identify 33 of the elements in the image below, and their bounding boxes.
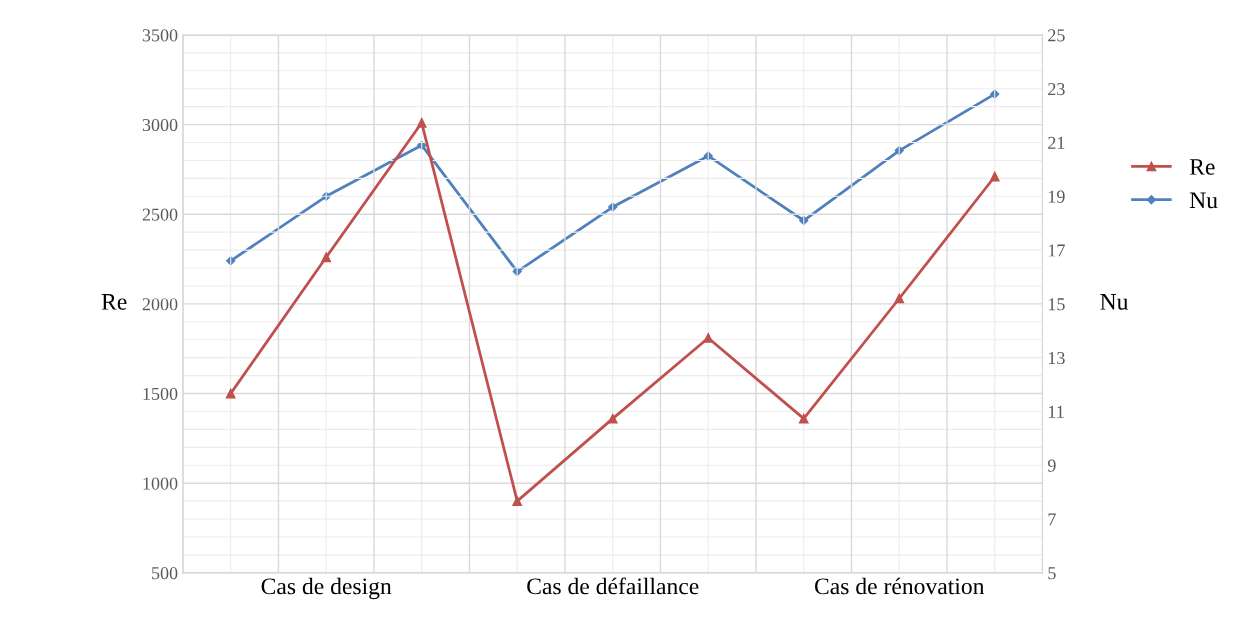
y-tick-label: 1000 — [143, 477, 178, 490]
y-tick-label: 3000 — [142, 118, 178, 132]
point — [512, 496, 523, 506]
y-tick-label: 1500 — [143, 387, 178, 400]
legend-label: Nu — [1189, 192, 1218, 209]
point — [321, 252, 332, 263]
y2-tick-label: 23 — [1048, 83, 1065, 96]
y2-tick-label: 15 — [1048, 298, 1065, 311]
y-tick-label: 2000 — [142, 298, 178, 311]
y2-tick-label: 13 — [1048, 351, 1065, 365]
point — [798, 413, 809, 424]
y2-tick-label: 11 — [1048, 405, 1064, 418]
y2-tick-label: 25 — [1048, 29, 1065, 42]
y-tick-label: 2500 — [142, 208, 178, 221]
y2-tick-label: 7 — [1048, 513, 1056, 526]
y-axis-title: Re — [101, 294, 127, 310]
y-tick-label: 3500 — [142, 29, 178, 42]
y2-tick-label: 5 — [1048, 567, 1056, 580]
x-tick-label: Cas de design — [261, 577, 392, 600]
y2-tick-label: 17 — [1048, 244, 1065, 257]
x-tick-label: Cas de défaillance — [527, 577, 699, 595]
y-tick-label: 500 — [152, 567, 178, 580]
point — [894, 293, 905, 304]
x-tick-label: Cas de rénovation — [814, 577, 985, 595]
y2-tick-label: 21 — [1048, 136, 1065, 149]
point — [225, 388, 236, 399]
y2-tick-label: 19 — [1048, 190, 1065, 203]
y2-axis-title: Nu — [1100, 294, 1129, 310]
point — [416, 117, 427, 128]
y2-tick-label: 9 — [1047, 459, 1056, 472]
legend-label: Re — [1189, 159, 1215, 175]
point — [607, 413, 618, 424]
point — [989, 171, 1000, 182]
